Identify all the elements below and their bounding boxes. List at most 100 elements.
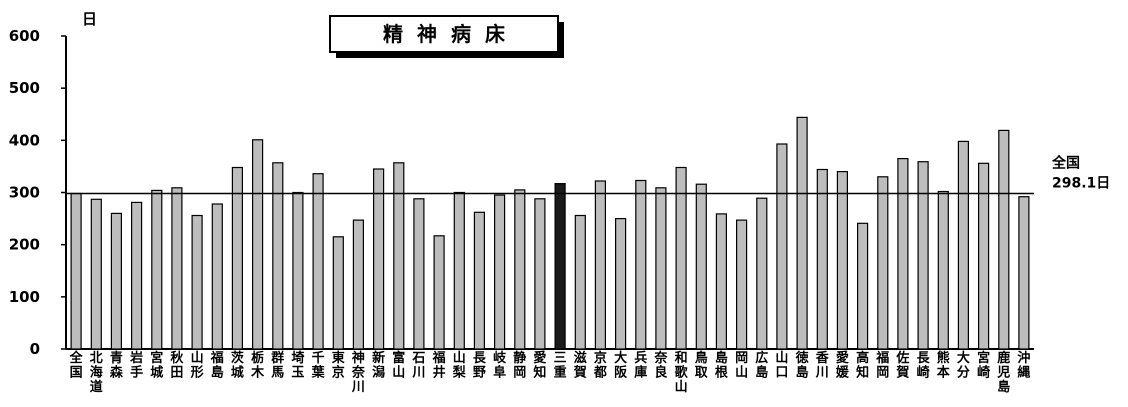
svg-text:熊本: 熊本 <box>937 350 950 381</box>
chart-axes <box>65 36 1034 350</box>
bar-40 <box>856 222 869 350</box>
bar-15 <box>352 219 364 350</box>
x-tick-label: 兵庫 <box>634 350 647 381</box>
y-tick-label: 100 <box>9 288 40 306</box>
bar-28 <box>614 218 627 350</box>
svg-text:山形: 山形 <box>191 350 204 381</box>
svg-text:大阪: 大阪 <box>614 350 628 381</box>
svg-text:長野: 長野 <box>473 351 487 381</box>
svg-text:愛媛: 愛媛 <box>835 350 850 381</box>
bar-36 <box>776 143 788 350</box>
y-tick-label: 300 <box>9 184 40 202</box>
x-tick-label: 山形 <box>191 350 204 381</box>
x-tick-label: 熊本 <box>937 350 950 381</box>
svg-text:高知: 高知 <box>856 350 869 381</box>
bar-20 <box>453 191 465 350</box>
bar-6 <box>171 187 183 350</box>
bar-13 <box>312 173 324 350</box>
bar-34 <box>735 219 748 350</box>
title-frame <box>329 15 559 53</box>
svg-text:徳島: 徳島 <box>795 350 809 381</box>
x-tick-label: 青森 <box>110 350 124 381</box>
x-tick-label: 富山 <box>392 350 405 381</box>
bar-3 <box>110 212 123 350</box>
x-tick-label: 愛知 <box>533 350 546 381</box>
bar-24 <box>534 198 546 350</box>
x-tick-label: 埼玉 <box>291 350 304 381</box>
bar-48 <box>1018 196 1030 350</box>
bar-31 <box>675 166 687 350</box>
x-tick-label: 全国 <box>69 350 84 381</box>
svg-text:三重: 三重 <box>554 351 567 381</box>
chart-title: 精神病床 <box>383 22 519 46</box>
x-tick-label: 秋田 <box>170 350 184 381</box>
svg-text:福井: 福井 <box>432 350 446 381</box>
bar-42 <box>897 158 909 350</box>
svg-text:福島: 福島 <box>210 350 224 381</box>
svg-text:群馬: 群馬 <box>271 350 284 381</box>
x-tick-label: 滋賀 <box>573 350 587 381</box>
x-tick-label: 宮崎 <box>977 350 990 381</box>
x-tick-label: 広島 <box>755 350 768 381</box>
bar-44 <box>937 190 949 350</box>
svg-text:栃木: 栃木 <box>250 350 265 381</box>
national-average-label: 全国 <box>1051 154 1080 171</box>
y-tick-label: 200 <box>9 236 40 254</box>
category-labels: 全国北海道青森岩手宮城秋田山形福島茨城栃木群馬埼玉千葉東京神奈川新潟富山石川福井… <box>69 350 1031 395</box>
bar-29 <box>635 179 647 350</box>
x-tick-label: 京都 <box>593 350 607 381</box>
chart-title-box: 精神病床 <box>329 15 564 58</box>
bar-series <box>70 116 1030 350</box>
bar-2 <box>90 198 102 350</box>
x-tick-label: 高知 <box>856 350 869 381</box>
x-tick-label: 静岡 <box>513 350 526 381</box>
bar-35 <box>756 197 768 350</box>
svg-text:大分: 大分 <box>957 350 970 381</box>
x-tick-label: 茨城 <box>231 350 245 381</box>
bar-11 <box>272 162 284 350</box>
x-tick-label: 群馬 <box>271 350 284 381</box>
svg-text:山口: 山口 <box>775 350 788 381</box>
y-tick-group: 0 100 200 300 400 500 600 <box>9 27 66 358</box>
bar-30 <box>655 187 667 350</box>
x-tick-label: 山梨 <box>452 350 467 381</box>
y-tick-label: 0 <box>30 340 40 358</box>
x-tick-label: 愛媛 <box>835 350 850 381</box>
bar-47 <box>998 129 1010 350</box>
bar-43 <box>917 161 929 350</box>
bar-22 <box>494 194 506 350</box>
svg-text:愛知: 愛知 <box>533 350 546 381</box>
bar-1 <box>70 192 82 350</box>
x-tick-label: 三重 <box>554 351 567 381</box>
x-tick-label: 大分 <box>957 350 970 381</box>
svg-text:全国: 全国 <box>69 350 84 381</box>
svg-text:千葉: 千葉 <box>311 350 326 381</box>
x-tick-label: 神奈川 <box>351 350 366 395</box>
bar-33 <box>715 213 728 350</box>
x-tick-label: 長野 <box>473 351 487 381</box>
x-tick-label: 岡山 <box>735 351 748 381</box>
x-tick-label: 鹿児島 <box>996 350 1010 395</box>
x-tick-label: 岐阜 <box>493 350 507 381</box>
x-tick-label: 奈良 <box>653 350 668 381</box>
svg-text:京都: 京都 <box>593 350 607 381</box>
x-tick-label: 北海道 <box>90 351 103 395</box>
x-tick-label: 鳥取 <box>695 350 709 381</box>
svg-text:岐阜: 岐阜 <box>493 350 507 381</box>
svg-text:島根: 島根 <box>715 350 729 381</box>
svg-text:青森: 青森 <box>110 350 124 381</box>
svg-text:茨城: 茨城 <box>231 350 245 381</box>
bar-4 <box>131 201 143 350</box>
bar-8 <box>211 203 223 350</box>
bar-25 <box>554 183 566 350</box>
x-tick-label: 山口 <box>775 350 788 381</box>
bar-46 <box>977 162 990 350</box>
y-axis-label: 日 <box>82 10 97 28</box>
x-tick-label: 福井 <box>432 350 446 381</box>
svg-text:秋田: 秋田 <box>170 350 184 381</box>
bar-37 <box>796 116 808 350</box>
y-tick-label: 500 <box>9 79 40 97</box>
svg-text:佐賀: 佐賀 <box>895 350 909 381</box>
bar-45 <box>957 140 970 350</box>
